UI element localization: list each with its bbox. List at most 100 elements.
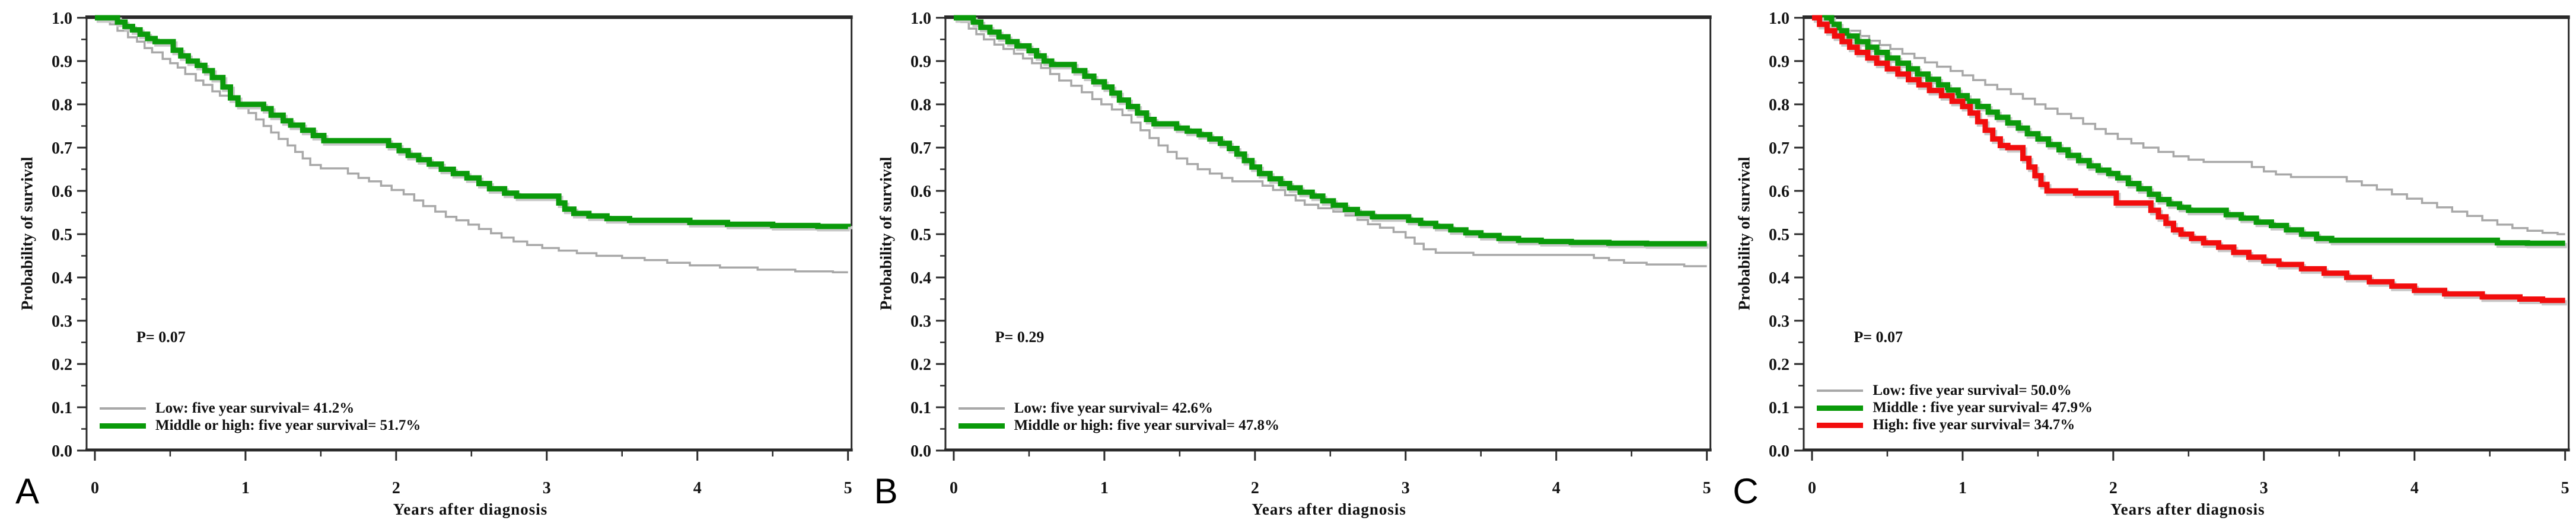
legend-marker-middle-or-high	[958, 423, 1005, 429]
legend-marker-middle	[1817, 405, 1864, 411]
legend-marker-low	[958, 407, 1005, 410]
survival-curve-low	[94, 17, 848, 273]
y-axis-label: Probability of survival	[18, 157, 36, 311]
plot-frame	[85, 15, 853, 452]
y-tick-label: 0.3	[910, 312, 931, 331]
panel-b: 0 1 2 3 4 5 0.0 0.1 0.2 0.3 0.4 0.5 0.6 0.7 0.8 0.9 1.0 …	[859, 0, 1718, 530]
x-axis-label: Years after diagnosis	[1252, 500, 1406, 518]
y-tick-label: 0.8	[910, 96, 931, 114]
y-tick-label: 0.6	[52, 183, 72, 201]
y-tick-label: 0.4	[52, 269, 72, 288]
legend-row-low: Low: five year survival= 41.2%	[100, 400, 421, 416]
legend-marker-high	[1817, 422, 1864, 428]
x-tick-label: 2	[2109, 479, 2118, 497]
x-tick-label: 3	[2260, 479, 2268, 497]
y-tick-label: 0.9	[1769, 53, 1789, 71]
y-ticks: 0.0 0.1 0.2 0.3 0.4 0.5 0.6 0.7 0.8 0.9 1.0	[1769, 9, 1804, 461]
legend-row-high: High: five year survival= 34.7%	[1817, 417, 2093, 433]
x-ticks: 0 1 2 3 4 5	[91, 451, 852, 497]
x-tick-label: 5	[844, 479, 852, 497]
x-tick-label: 5	[2561, 479, 2569, 497]
legend-label-low: Low: five year survival= 41.2%	[155, 400, 355, 416]
y-tick-label: 0.3	[52, 312, 72, 331]
legend-label-low: Low: five year survival= 50.0%	[1873, 382, 2072, 398]
y-tick-label: 0.7	[1769, 139, 1789, 158]
y-tick-label: 0.8	[1769, 96, 1789, 114]
y-tick-label: 0.1	[1769, 399, 1789, 417]
y-tick-label: 0.2	[52, 356, 72, 374]
x-ticks: 0 1 2 3 4 5	[1808, 451, 2569, 497]
legend-label-low: Low: five year survival= 42.6%	[1014, 400, 1213, 416]
x-axis-label: Years after diagnosis	[393, 500, 548, 518]
x-tick-label: 0	[91, 479, 99, 497]
x-tick-label: 4	[2411, 479, 2419, 497]
y-tick-label: 1.0	[1769, 9, 1789, 28]
legend-row-middle-or-high: Middle or high: five year survival= 47.8…	[958, 417, 1279, 433]
legend-label-middle-or-high: Middle or high: five year survival= 51.7…	[155, 417, 421, 433]
x-axis-label: Years after diagnosis	[2110, 500, 2265, 518]
y-tick-label: 0.2	[910, 356, 931, 374]
y-ticks: 0.0 0.1 0.2 0.3 0.4 0.5 0.6 0.7 0.8 0.9 1.0	[910, 9, 945, 461]
panel-a: 0 1 2 3 4 5 0.0 0.1 0.2 0.3 0.4 0.5 0.6 0.7 0.8 0.9 1.0 …	[0, 0, 859, 530]
survival-curve-low	[1812, 17, 2566, 235]
x-tick-label: 0	[950, 479, 958, 497]
x-ticks: 0 1 2 3 4 5	[950, 451, 1711, 497]
survival-curve-low	[953, 17, 1707, 267]
y-tick-label: 1.0	[910, 9, 931, 28]
p-value-label: P= 0.07	[1854, 328, 1903, 346]
y-tick-label: 1.0	[52, 9, 72, 28]
legend-row-middle: Middle : five year survival= 47.9%	[1817, 400, 2093, 416]
curve-shadow-middle-or-high	[96, 17, 853, 232]
y-tick-label: 0.5	[910, 226, 931, 244]
x-tick-label: 1	[1959, 479, 1967, 497]
x-tick-label: 4	[693, 479, 702, 497]
legend: Low: five year survival= 50.0% Middle : f…	[1817, 382, 2093, 433]
p-value-label: P= 0.29	[995, 328, 1045, 346]
legend-row-middle-or-high: Middle or high: five year survival= 51.7…	[100, 417, 421, 433]
legend-marker-low	[100, 407, 146, 410]
panel-letter-c: C	[1733, 471, 1759, 511]
x-tick-label: 3	[1401, 479, 1409, 497]
panel-c: 0 1 2 3 4 5 0.0 0.1 0.2 0.3 0.4 0.5 0.6 0.7 0.8 0.9 1.0 …	[1717, 0, 2576, 530]
panel-letter-a: A	[15, 471, 40, 511]
legend-label-middle: Middle : five year survival= 47.9%	[1873, 400, 2093, 416]
panel-letter-b: B	[874, 471, 898, 511]
y-tick-label: 0.9	[910, 53, 931, 71]
survival-curve-high	[1812, 15, 2566, 304]
x-tick-label: 1	[1100, 479, 1109, 497]
x-tick-label: 3	[543, 479, 551, 497]
x-tick-label: 5	[1702, 479, 1711, 497]
y-tick-label: 0.7	[52, 139, 72, 158]
y-axis-label: Probability of survival	[877, 157, 895, 311]
legend-row-low: Low: five year survival= 42.6%	[958, 400, 1279, 416]
y-tick-label: 0.2	[1769, 356, 1789, 374]
y-tick-label: 0.8	[52, 96, 72, 114]
curve-shadow-middle-or-high	[955, 17, 1709, 249]
legend-marker-low	[1817, 389, 1864, 392]
y-tick-label: 0.5	[1769, 226, 1789, 244]
y-tick-label: 0.6	[1769, 183, 1789, 201]
y-tick-label: 0.1	[52, 399, 72, 417]
legend-marker-middle-or-high	[100, 423, 146, 429]
x-tick-label: 2	[1251, 479, 1259, 497]
y-axis-label: Probability of survival	[1735, 157, 1753, 311]
y-ticks: 0.0 0.1 0.2 0.3 0.4 0.5 0.6 0.7 0.8 0.9 1.0	[52, 9, 87, 461]
legend: Low: five year survival= 41.2% Middle or …	[100, 400, 421, 433]
legend-row-low: Low: five year survival= 50.0%	[1817, 382, 2093, 398]
survival-curve-middle	[1812, 15, 2566, 246]
survival-plot-b: 0 1 2 3 4 5 0.0 0.1 0.2 0.3 0.4 0.5 0.6 0.7 0.8 0.9 1.0	[910, 9, 1712, 497]
survival-curve-middle-or-high	[953, 15, 1707, 247]
y-tick-label: 0.6	[910, 183, 931, 201]
x-tick-label: 2	[392, 479, 400, 497]
survival-plot-c: 0 1 2 3 4 5 0.0 0.1 0.2 0.3 0.4 0.5 0.6 0.7 0.8 0.9 1.0	[1769, 9, 2571, 497]
y-tick-label: 0.4	[1769, 269, 1789, 288]
y-tick-label: 0.1	[910, 399, 931, 417]
y-tick-label: 0.5	[52, 226, 72, 244]
y-tick-label: 0.9	[52, 53, 72, 71]
y-tick-label: 0.4	[910, 269, 931, 288]
x-tick-label: 1	[241, 479, 250, 497]
survival-plot-a: 0 1 2 3 4 5 0.0 0.1 0.2 0.3 0.4 0.5 0.6 0.7 0.8 0.9 1.0	[52, 9, 853, 497]
y-tick-label: 0.3	[1769, 312, 1789, 331]
y-tick-label: 0.0	[52, 442, 72, 461]
